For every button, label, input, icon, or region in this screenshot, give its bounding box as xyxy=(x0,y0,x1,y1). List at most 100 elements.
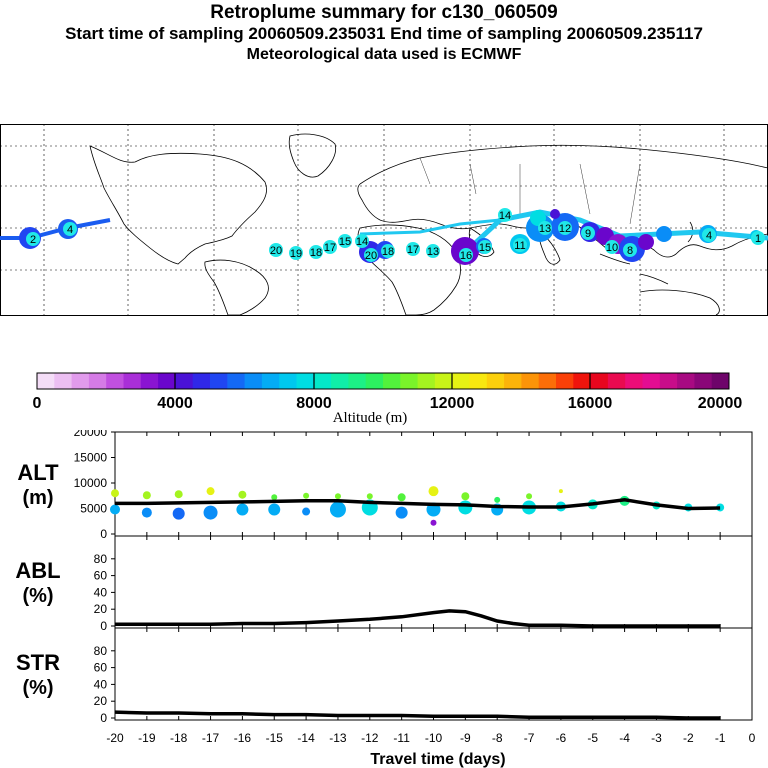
colorbar-tick-labels: 0 4000 8000 12000 16000 20000 xyxy=(33,395,743,412)
plume-day-marker xyxy=(269,243,283,257)
plume-day-marker xyxy=(63,222,77,236)
colorbar-cell xyxy=(192,373,211,389)
x-tick-label: -12 xyxy=(361,731,379,745)
plume-day-label: 13 xyxy=(539,223,551,235)
panel-ylabel: ALT xyxy=(17,460,59,485)
x-tick-label: -13 xyxy=(329,731,347,745)
plume-day-marker xyxy=(309,245,323,259)
x-tick-label: -7 xyxy=(524,731,535,745)
colorbar-cell xyxy=(227,373,246,389)
plume-day-marker xyxy=(338,234,352,248)
colorbar-cell xyxy=(486,373,505,389)
y-tick-label: 60 xyxy=(94,661,108,675)
plume-day-marker xyxy=(406,242,420,256)
panel-ylabel: ABL xyxy=(15,558,60,583)
colorbar-cell xyxy=(279,373,297,389)
met-data-line: Meteorological data used is ECMWF xyxy=(246,46,522,63)
x-tick-label: -19 xyxy=(138,731,156,745)
colorbar-cell xyxy=(538,373,557,389)
plume-day-marker xyxy=(426,244,440,258)
alt-cluster-point xyxy=(142,491,151,500)
plume-day-marker xyxy=(364,248,378,262)
plume-day-marker xyxy=(513,238,527,252)
alt-cluster-point xyxy=(238,490,247,499)
colorbar-cell xyxy=(210,373,228,389)
colorbar-cell xyxy=(123,373,142,389)
plume-day-label: 4 xyxy=(706,230,712,242)
colorbar-cell xyxy=(348,373,367,389)
alt-cluster-point xyxy=(110,504,120,515)
alt-cluster-point xyxy=(303,492,310,499)
alt-cluster-point xyxy=(174,490,183,499)
plume-day-marker xyxy=(381,244,395,258)
plume-day-label: 17 xyxy=(324,242,336,254)
plume-cluster xyxy=(656,226,672,242)
y-tick-label: 10000 xyxy=(74,476,108,490)
plume-day-label: 20 xyxy=(270,245,282,257)
sampling-time-line: Start time of sampling 20060509.235031 E… xyxy=(65,24,703,43)
colorbar-cell xyxy=(434,373,453,389)
x-tick-label: -3 xyxy=(651,731,662,745)
y-tick-label: 60 xyxy=(94,569,108,583)
x-tick-label: -2 xyxy=(683,731,694,745)
plume-day-marker xyxy=(459,248,473,262)
altitude-colorbar: 0 4000 8000 12000 16000 20000 Altitude (… xyxy=(33,372,743,426)
plume-day-marker xyxy=(623,243,637,257)
alt-cluster-point xyxy=(268,503,281,516)
plume-cluster xyxy=(550,209,560,219)
colorbar-cell xyxy=(659,373,678,389)
colorbar-cell xyxy=(37,373,55,389)
alt-cluster-point xyxy=(458,500,473,515)
colorbar-tick: 12000 xyxy=(430,395,475,412)
alt-cluster-point xyxy=(302,507,311,516)
plume-day-label: 14 xyxy=(356,236,368,248)
colorbar-cell xyxy=(642,373,661,389)
series-line-alt xyxy=(115,498,721,511)
alt-cluster-point xyxy=(366,493,373,500)
plume-segment xyxy=(0,218,111,240)
x-tick-label: 0 xyxy=(749,731,756,745)
colorbar-cell xyxy=(556,373,574,389)
colorbar-cell xyxy=(711,373,730,389)
panel-yunit: (m) xyxy=(22,487,53,509)
plume-day-marker xyxy=(289,246,303,260)
colorbar-cell xyxy=(573,373,592,389)
plume-day-label: 18 xyxy=(382,246,394,258)
colorbar-cell xyxy=(521,373,540,389)
colorbar-cell xyxy=(417,373,436,389)
plume-day-label: 15 xyxy=(339,236,351,248)
plume-day-marker xyxy=(702,228,716,242)
plume-day-marker xyxy=(605,240,619,254)
colorbar-cell xyxy=(694,373,713,389)
alt-panel: 0 5000 10000 15000 20000 ALT(m) xyxy=(17,430,753,541)
plume-day-label: 2 xyxy=(30,234,36,246)
x-tick-label: -15 xyxy=(266,731,284,745)
x-tick-label: -14 xyxy=(297,731,315,745)
alt-cluster-point xyxy=(397,493,406,502)
alt-cluster-point xyxy=(206,487,215,496)
colorbar-cell xyxy=(175,373,194,389)
alt-cluster-point xyxy=(236,503,249,516)
alt-cluster-point xyxy=(526,493,533,500)
y-tick-label: 0 xyxy=(100,619,107,633)
alt-cluster-point xyxy=(334,493,341,500)
colorbar-cell xyxy=(365,373,384,389)
colorbar-cell xyxy=(261,373,280,389)
colorbar-cell xyxy=(383,373,401,389)
alt-cluster-point xyxy=(271,494,278,501)
plume-day-label: 16 xyxy=(460,250,472,262)
plume-day-label: 17 xyxy=(407,244,419,256)
series-line-abl xyxy=(115,609,721,628)
colorbar-tick: 20000 xyxy=(698,395,743,412)
colorbar-cell xyxy=(244,373,263,389)
colorbar-cell xyxy=(313,373,332,389)
colorbar-label: Altitude (m) xyxy=(333,410,408,426)
plume-day-marker xyxy=(323,240,337,254)
colorbar-tick: 4000 xyxy=(157,395,193,412)
colorbar-cells xyxy=(37,373,730,389)
x-axis-label: Travel time (days) xyxy=(370,751,505,768)
alt-cluster-point xyxy=(141,507,152,518)
plume-segment xyxy=(359,218,501,236)
